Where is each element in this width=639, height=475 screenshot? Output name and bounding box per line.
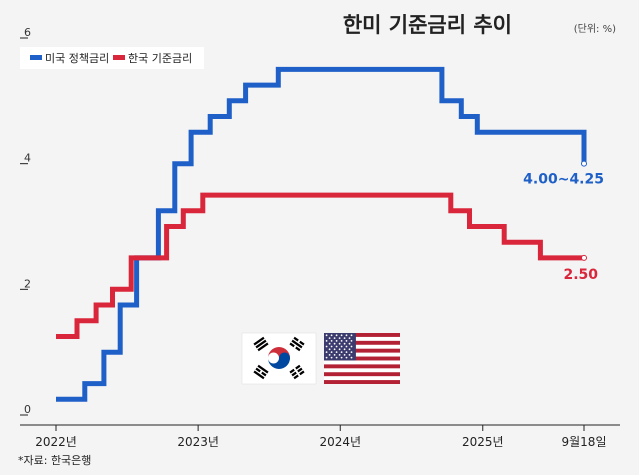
flag-star <box>330 334 333 337</box>
flag-star <box>340 340 343 342</box>
flag-star <box>350 356 353 359</box>
flag-star <box>328 348 331 351</box>
flag-star <box>338 337 341 339</box>
flag-star <box>330 351 333 353</box>
series-end-point <box>581 160 587 167</box>
y-tick-label: 0 <box>24 403 31 416</box>
series-layer <box>56 66 587 402</box>
flag-star <box>343 348 346 351</box>
flag-star <box>343 354 346 356</box>
flag-star <box>325 356 328 359</box>
flag-star <box>325 334 328 337</box>
flag-star <box>333 354 336 356</box>
flag-star <box>335 340 338 342</box>
flag-star <box>348 354 351 356</box>
flag-stripe <box>324 356 400 361</box>
flag-star <box>345 340 348 342</box>
x-tick-label: 9월18일 <box>562 435 607 449</box>
flag-star <box>340 356 343 359</box>
flag-star <box>330 356 333 359</box>
flag-star <box>350 334 353 337</box>
flag-star <box>350 340 353 342</box>
flag-stripe <box>324 333 400 337</box>
flag-star <box>345 351 348 353</box>
flag-star <box>350 351 353 353</box>
flag-star <box>328 354 331 356</box>
flag-star <box>328 337 331 339</box>
flag-star <box>325 351 328 353</box>
flag-star <box>330 345 333 348</box>
flag-star <box>335 351 338 353</box>
x-axis: 2022년 2023년 2024년 2025년 9월18일 <box>35 425 607 449</box>
flag-star <box>335 356 338 359</box>
series-line-kr <box>56 192 584 339</box>
x-tick-label: 2022년 <box>35 435 77 449</box>
flag-star <box>348 348 351 351</box>
flag-star <box>338 342 341 345</box>
flag-star <box>333 337 336 339</box>
series-end-point <box>581 254 587 261</box>
series-line-us <box>56 66 587 402</box>
flag-star <box>345 356 348 359</box>
end-label-us: 4.00~4.25 <box>523 172 604 188</box>
flag-star <box>345 334 348 337</box>
flag-star <box>343 337 346 339</box>
legend-swatch-kr <box>113 55 125 60</box>
flag-star <box>333 348 336 351</box>
y-tick-label: 4 <box>24 152 31 165</box>
flag-stripe <box>324 348 400 353</box>
legend-label-kr: 한국 기준금리 <box>128 52 192 65</box>
chart-title: 한미 기준금리 추이 <box>343 13 512 37</box>
y-tick-label: 2 <box>24 277 31 290</box>
x-tick-label: 2025년 <box>462 435 504 449</box>
legend-box <box>20 47 204 69</box>
flag-star <box>325 340 328 342</box>
legend-swatch-us <box>30 55 42 60</box>
flag-star <box>325 345 328 348</box>
flag-star <box>340 345 343 348</box>
flag-star <box>333 342 336 345</box>
flag-star <box>340 334 343 337</box>
legend-label-us: 미국 정책금리 <box>45 52 109 65</box>
flag-star <box>335 334 338 337</box>
flag-star <box>338 348 341 351</box>
y-tick-label: 6 <box>24 26 31 39</box>
flag-star <box>350 345 353 348</box>
flag-star <box>348 342 351 345</box>
flag-stripe <box>324 380 400 384</box>
x-tick-label: 2024년 <box>319 435 361 449</box>
flag-star <box>338 354 341 356</box>
flag-star <box>345 345 348 348</box>
flag-star <box>335 345 338 348</box>
usa-flag <box>324 333 400 384</box>
flag-star <box>328 342 331 345</box>
flag-star <box>343 342 346 345</box>
y-axis: 0 2 4 6 <box>20 26 31 416</box>
unit-note: (단위: %) <box>574 22 616 35</box>
x-tick-label: 2023년 <box>177 435 219 449</box>
legend: 미국 정책금리 한국 기준금리 <box>20 47 204 69</box>
flag-stripe <box>324 364 400 369</box>
flag-stripe <box>324 372 400 377</box>
flag-star <box>348 337 351 339</box>
flag-star <box>330 340 333 342</box>
source-note: *자료: 한국은행 <box>18 454 91 467</box>
flag-stripe <box>324 340 400 345</box>
flag-star <box>340 351 343 353</box>
korea-flag <box>241 332 317 385</box>
end-label-kr: 2.50 <box>563 267 598 283</box>
